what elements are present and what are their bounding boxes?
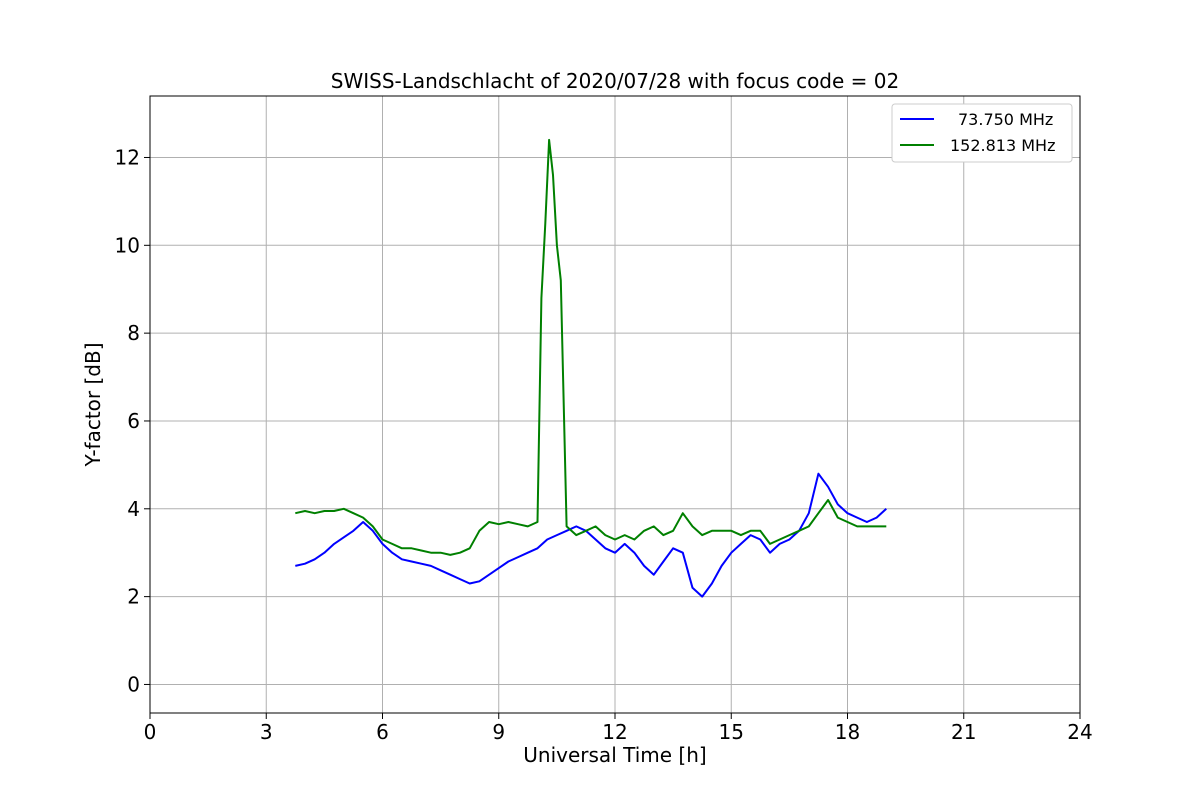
y-axis-label: Y-factor [dB] [81,342,105,467]
x-tick-label: 12 [602,720,627,744]
x-tick-label: 6 [376,720,389,744]
legend-label-series-2: 152.813 MHz [950,136,1055,155]
series-line-2 [295,138,887,556]
series-layer [295,138,887,598]
legend: 73.750 MHz 152.813 MHz [891,103,1073,163]
series-line-1 [295,472,887,598]
x-tick-label: 24 [1067,720,1092,744]
y-tick-label: 8 [127,321,140,345]
x-axis-label: Universal Time [h] [523,743,706,767]
x-tick-label: 3 [260,720,273,744]
x-tick-label: 18 [835,720,860,744]
y-tick-label: 6 [127,409,140,433]
y-tick-label: 2 [127,585,140,609]
legend-label-series-1: 73.750 MHz [958,110,1053,129]
x-tick-label: 0 [144,720,157,744]
x-tick-label: 21 [951,720,976,744]
y-tick-label: 10 [115,233,140,257]
y-tick-label: 12 [115,145,140,169]
legend-box [891,103,1073,163]
x-tick-label: 9 [492,720,505,744]
x-tick-label: 15 [719,720,744,744]
y-tick-label: 4 [127,497,140,521]
y-tick-label: 0 [127,672,140,696]
chart-title: SWISS-Landschlacht of 2020/07/28 with fo… [331,69,899,93]
